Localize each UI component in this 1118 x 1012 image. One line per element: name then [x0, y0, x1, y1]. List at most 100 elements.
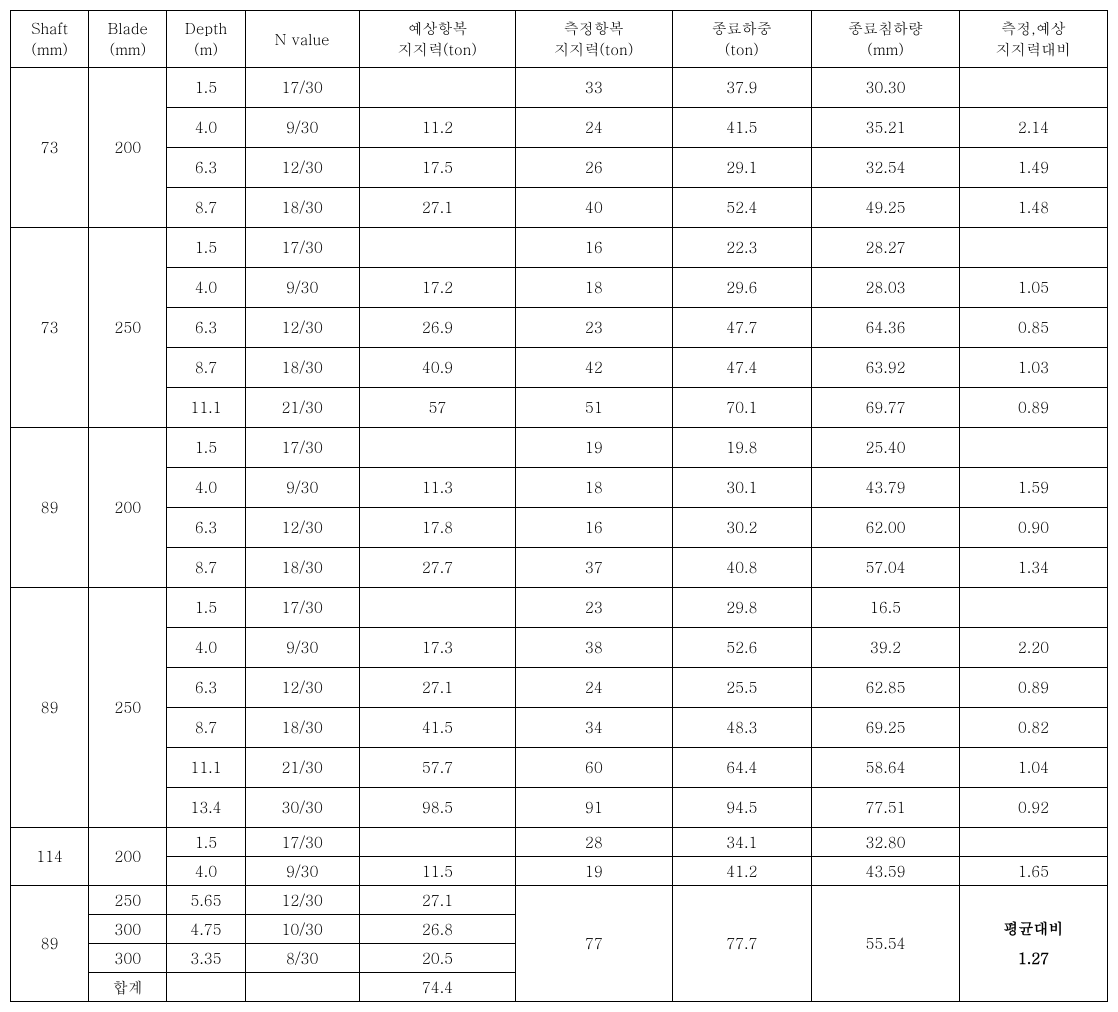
cell: 6.3	[167, 508, 245, 548]
cell: 42	[516, 348, 672, 388]
table-row: 11.121/30575170.169.770.89	[11, 388, 1108, 428]
cell	[960, 428, 1108, 468]
cell: 26.8	[359, 915, 515, 944]
table-row: 8.718/3027.73740.857.041.34	[11, 548, 1108, 588]
cell: 4.0	[167, 108, 245, 148]
table-row: 4.09/3011.51941.243.591.65	[11, 857, 1108, 886]
cell: 3.35	[167, 944, 245, 973]
cell: 4.75	[167, 915, 245, 944]
cell: 4.0	[167, 628, 245, 668]
cell: 89	[11, 588, 89, 828]
table-row: 4.09/3017.21829.628.031.05	[11, 268, 1108, 308]
cell: 30.1	[672, 468, 812, 508]
cell: 69.77	[812, 388, 960, 428]
cell	[167, 973, 245, 1002]
cell: 5.65	[167, 886, 245, 915]
cell: 0.92	[960, 788, 1108, 828]
cell: 250	[89, 228, 167, 428]
cell: 1.05	[960, 268, 1108, 308]
cell: 9/30	[245, 108, 359, 148]
cell: 16	[516, 508, 672, 548]
cell: 27.1	[359, 886, 515, 915]
cell	[245, 973, 359, 1002]
table-row: 6.312/3017.81630.262.000.90	[11, 508, 1108, 548]
cell: 17/30	[245, 588, 359, 628]
cell: 55.54	[812, 886, 960, 1002]
cell: 21/30	[245, 748, 359, 788]
table-row: 8.718/3040.94247.463.921.03	[11, 348, 1108, 388]
cell: 4.0	[167, 468, 245, 508]
cell: 73	[11, 228, 89, 428]
data-table: Shaft(mm) Blade(mm) Depth(m) N value 예상항…	[10, 10, 1108, 1002]
cell: 11.1	[167, 748, 245, 788]
cell: 57	[359, 388, 515, 428]
cell: 29.1	[672, 148, 812, 188]
cell: 합계	[89, 973, 167, 1002]
table-row: 8.718/3027.14052.449.251.48	[11, 188, 1108, 228]
col-final-load: 종료하중(ton)	[672, 11, 812, 68]
cell: 0.89	[960, 388, 1108, 428]
cell: 58.64	[812, 748, 960, 788]
cell: 24	[516, 108, 672, 148]
col-predicted: 예상항복지지력(ton)	[359, 11, 515, 68]
cell: 10/30	[245, 915, 359, 944]
cell: 34	[516, 708, 672, 748]
cell: 26.9	[359, 308, 515, 348]
cell: 24	[516, 668, 672, 708]
cell: 17/30	[245, 68, 359, 108]
cell: 47.7	[672, 308, 812, 348]
cell: 77.51	[812, 788, 960, 828]
cell: 1.5	[167, 228, 245, 268]
table-row: 11.121/3057.76064.458.641.04	[11, 748, 1108, 788]
cell: 300	[89, 944, 167, 973]
cell: 40	[516, 188, 672, 228]
cell: 25.40	[812, 428, 960, 468]
table-row: 6.312/3017.52629.132.541.49	[11, 148, 1108, 188]
cell: 2.14	[960, 108, 1108, 148]
cell: 77	[516, 886, 672, 1002]
cell: 41.2	[672, 857, 812, 886]
cell: 28.03	[812, 268, 960, 308]
cell: 300	[89, 915, 167, 944]
cell: 63.92	[812, 348, 960, 388]
cell: 57.7	[359, 748, 515, 788]
cell: 0.89	[960, 668, 1108, 708]
cell: 1.59	[960, 468, 1108, 508]
cell: 51	[516, 388, 672, 428]
col-measured: 측정항복지지력(ton)	[516, 11, 672, 68]
cell: 48.3	[672, 708, 812, 748]
cell: 29.6	[672, 268, 812, 308]
cell: 52.4	[672, 188, 812, 228]
table-row: 6.312/3027.12425.562.850.89	[11, 668, 1108, 708]
cell: 28	[516, 828, 672, 857]
cell: 39.2	[812, 628, 960, 668]
cell: 1.5	[167, 828, 245, 857]
cell: 57.04	[812, 548, 960, 588]
cell: 94.5	[672, 788, 812, 828]
cell: 1.49	[960, 148, 1108, 188]
cell	[960, 828, 1108, 857]
cell: 1.5	[167, 428, 245, 468]
cell: 17.3	[359, 628, 515, 668]
table-row: 13.430/3098.59194.577.510.92	[11, 788, 1108, 828]
cell: 32.80	[812, 828, 960, 857]
cell: 200	[89, 68, 167, 228]
cell: 200	[89, 828, 167, 886]
cell: 60	[516, 748, 672, 788]
table-row: 892501.517/302329.816.5	[11, 588, 1108, 628]
cell: 47.4	[672, 348, 812, 388]
cell: 17.8	[359, 508, 515, 548]
cell: 17.2	[359, 268, 515, 308]
cell: 27.7	[359, 548, 515, 588]
cell: 17/30	[245, 428, 359, 468]
cell: 27.1	[359, 188, 515, 228]
cell: 26	[516, 148, 672, 188]
cell: 41.5	[359, 708, 515, 748]
cell	[960, 68, 1108, 108]
table-row: 732501.517/301622.328.27	[11, 228, 1108, 268]
cell: 64.36	[812, 308, 960, 348]
cell: 12/30	[245, 668, 359, 708]
table-row: 6.312/3026.92347.764.360.85	[11, 308, 1108, 348]
cell: 62.00	[812, 508, 960, 548]
cell: 12/30	[245, 308, 359, 348]
